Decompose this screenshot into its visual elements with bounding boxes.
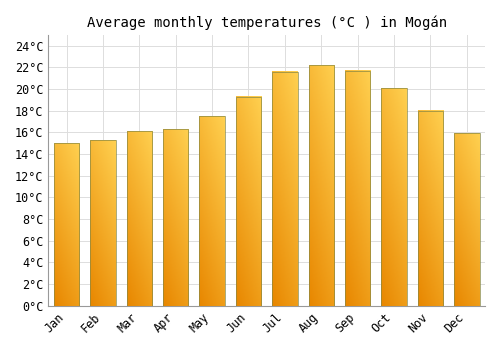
Bar [308, 65, 334, 306]
Bar [272, 72, 297, 306]
Bar [236, 97, 261, 306]
Bar [382, 88, 407, 306]
Bar [126, 131, 152, 306]
Title: Average monthly temperatures (°C ) in Mogán: Average monthly temperatures (°C ) in Mo… [86, 15, 446, 29]
Bar [90, 140, 116, 306]
Bar [54, 143, 80, 306]
Bar [163, 129, 188, 306]
Bar [418, 111, 443, 306]
Bar [345, 71, 370, 306]
Bar [200, 116, 225, 306]
Bar [454, 133, 479, 306]
